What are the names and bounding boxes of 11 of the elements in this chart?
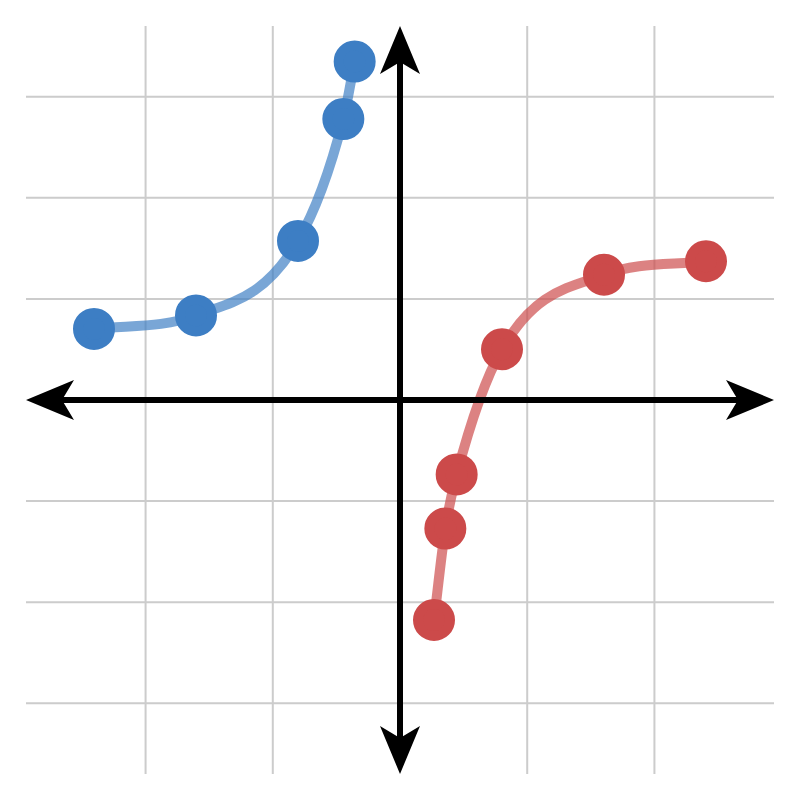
point bbox=[73, 307, 115, 350]
point bbox=[685, 240, 727, 283]
point bbox=[277, 219, 319, 262]
point bbox=[583, 253, 625, 296]
point bbox=[435, 453, 478, 496]
point bbox=[413, 599, 455, 641]
point bbox=[424, 507, 467, 550]
point bbox=[481, 328, 523, 371]
point bbox=[333, 40, 376, 83]
point bbox=[322, 98, 365, 141]
point bbox=[175, 294, 217, 337]
